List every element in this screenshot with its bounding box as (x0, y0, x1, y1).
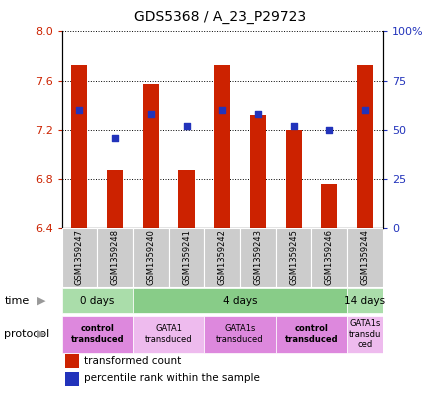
Text: GSM1359246: GSM1359246 (325, 230, 334, 285)
Bar (347, 316, 383, 353)
Text: ▶: ▶ (37, 329, 46, 339)
Bar (169, 228, 204, 287)
Point (326, 127, 333, 133)
Text: GSM1359247: GSM1359247 (75, 230, 84, 285)
Text: protocol: protocol (4, 329, 50, 339)
Text: 4 days: 4 days (223, 296, 257, 306)
Text: transformed count: transformed count (84, 356, 181, 366)
Text: time: time (4, 296, 29, 306)
Bar (276, 228, 312, 287)
Bar (312, 228, 347, 287)
Point (147, 111, 154, 117)
Bar (65, 372, 79, 386)
Text: ▶: ▶ (37, 296, 46, 306)
Point (183, 123, 190, 129)
Bar (321, 184, 337, 228)
Point (361, 107, 368, 113)
Text: GDS5368 / A_23_P29723: GDS5368 / A_23_P29723 (134, 10, 306, 24)
Text: GSM1359245: GSM1359245 (289, 230, 298, 285)
Bar (214, 64, 230, 228)
Bar (65, 354, 79, 368)
Point (290, 123, 297, 129)
Point (76, 107, 83, 113)
Bar (97, 228, 133, 287)
Bar (347, 288, 383, 313)
Bar (62, 228, 97, 287)
Point (112, 134, 119, 141)
Text: GATA1s
transduced: GATA1s transduced (216, 324, 264, 344)
Bar (347, 228, 383, 287)
Text: 14 days: 14 days (345, 296, 385, 306)
Bar (250, 115, 266, 228)
Bar (107, 170, 123, 228)
Bar (133, 288, 347, 313)
Bar (204, 228, 240, 287)
Bar (62, 316, 133, 353)
Bar (133, 228, 169, 287)
Text: control
transduced: control transduced (285, 324, 338, 344)
Bar (204, 316, 276, 353)
Bar (240, 228, 276, 287)
Text: GSM1359240: GSM1359240 (147, 230, 155, 285)
Text: GSM1359242: GSM1359242 (218, 230, 227, 285)
Bar (276, 316, 347, 353)
Text: GSM1359244: GSM1359244 (360, 230, 370, 285)
Bar (179, 170, 194, 228)
Text: GATA1s
transdu
ced: GATA1s transdu ced (349, 319, 381, 349)
Text: GATA1
transduced: GATA1 transduced (145, 324, 192, 344)
Text: control
transduced: control transduced (70, 324, 124, 344)
Point (254, 111, 261, 117)
Bar (133, 316, 204, 353)
Bar (62, 288, 133, 313)
Point (219, 107, 226, 113)
Text: GSM1359248: GSM1359248 (110, 230, 120, 285)
Bar (71, 64, 88, 228)
Text: 0 days: 0 days (80, 296, 114, 306)
Text: GSM1359243: GSM1359243 (253, 230, 262, 285)
Text: GSM1359241: GSM1359241 (182, 230, 191, 285)
Text: percentile rank within the sample: percentile rank within the sample (84, 373, 260, 384)
Bar (143, 84, 159, 228)
Bar (357, 64, 373, 228)
Bar (286, 130, 301, 228)
